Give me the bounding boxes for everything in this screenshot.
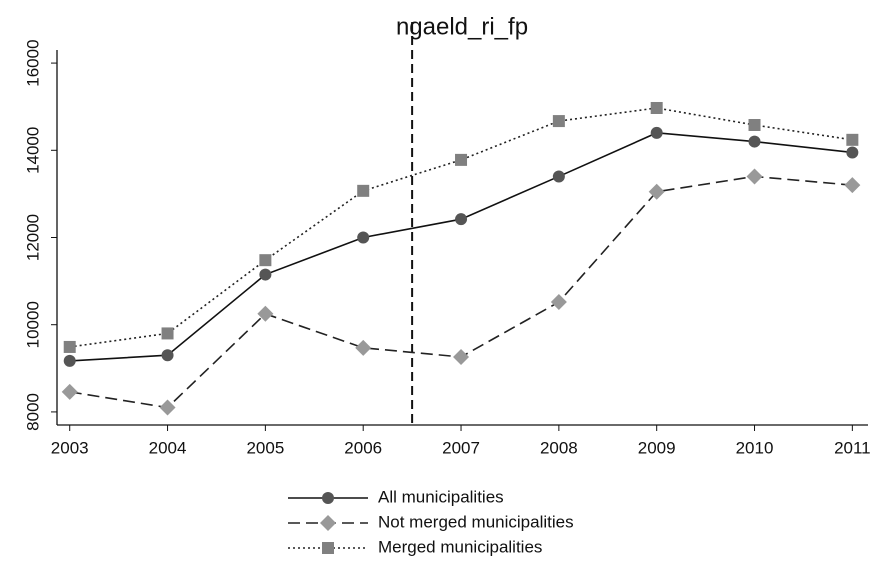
x-tick-label: 2009 [638, 438, 676, 457]
marker [650, 101, 663, 114]
x-tick-label: 2010 [736, 438, 774, 457]
x-tick-label: 2007 [442, 438, 480, 457]
marker [320, 515, 336, 531]
chart-title: ngaeld_ri_fp [396, 13, 528, 40]
marker [63, 340, 76, 353]
y-tick-label: 14000 [23, 127, 42, 174]
marker [355, 339, 372, 356]
x-tick-label: 2005 [246, 438, 284, 457]
marker [161, 327, 174, 340]
marker [322, 492, 334, 504]
legend-label: All municipalities [378, 487, 504, 506]
marker [550, 294, 567, 311]
x-tick-label: 2004 [149, 438, 187, 457]
series-line [69, 132, 853, 362]
marker [844, 177, 861, 194]
marker [846, 146, 859, 159]
marker [552, 170, 565, 183]
series-line [69, 175, 853, 409]
y-tick-label: 8000 [23, 393, 42, 431]
marker [259, 254, 272, 267]
x-tick-label: 2003 [51, 438, 89, 457]
marker [357, 184, 370, 197]
y-tick-label: 12000 [23, 214, 42, 261]
marker [161, 349, 174, 362]
marker [650, 126, 663, 139]
x-tick-label: 2011 [834, 438, 871, 457]
legend-label: Merged municipalities [378, 537, 542, 556]
marker [846, 133, 859, 146]
marker [648, 183, 665, 200]
marker [257, 305, 274, 322]
marker [159, 399, 176, 416]
legend-label: Not merged municipalities [378, 512, 574, 531]
marker [746, 168, 763, 185]
x-tick-label: 2006 [344, 438, 382, 457]
y-tick-label: 10000 [23, 301, 42, 348]
marker [455, 213, 468, 226]
marker [748, 119, 761, 131]
marker [357, 231, 370, 244]
marker [259, 268, 272, 281]
marker [322, 542, 334, 554]
series-line [69, 107, 853, 348]
marker [61, 383, 78, 400]
marker [552, 115, 565, 128]
marker [453, 348, 470, 365]
marker [748, 135, 761, 148]
marker [63, 354, 76, 367]
x-tick-label: 2008 [540, 438, 578, 457]
marker [455, 153, 468, 166]
y-tick-label: 16000 [23, 39, 42, 86]
